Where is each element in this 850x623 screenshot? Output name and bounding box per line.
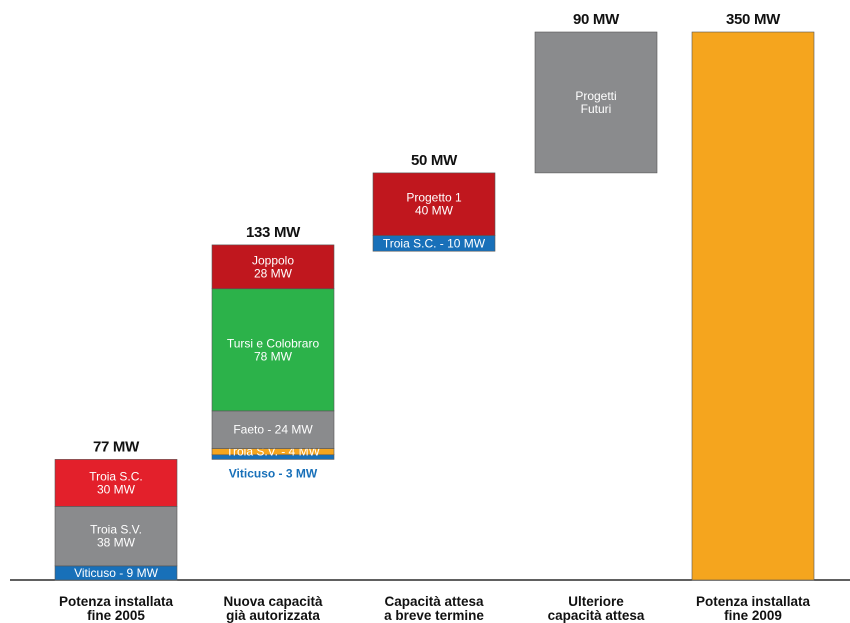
bar-segment <box>54 459 178 507</box>
total-label: 77 MW <box>93 438 140 455</box>
category-label: Capacità attesa a breve termine <box>384 594 484 623</box>
segment-label: Viticuso - 3 MW <box>229 466 318 480</box>
bar-segment <box>691 31 815 581</box>
segment-label: Troia S.C. - 10 MW <box>383 236 486 250</box>
total-label: 133 MW <box>246 224 301 241</box>
total-label: 350 MW <box>726 11 781 28</box>
bar-segment <box>211 410 335 449</box>
category-label: Nuova capacità già autorizzata <box>223 594 323 623</box>
segment-label: Tursi e Colobraro 78 MW <box>227 336 320 363</box>
bar-segment <box>211 288 335 412</box>
segment-label: Troia S.C. 30 MW <box>89 469 143 496</box>
category-label: Potenza installata fine 2005 <box>59 594 174 623</box>
category-label: Potenza installata fine 2009 <box>696 594 811 623</box>
bar-segment <box>534 31 658 174</box>
segment-label: Troia S.V. 38 MW <box>90 523 142 550</box>
segment-label: Viticuso - 9 MW <box>74 566 158 580</box>
total-label: 50 MW <box>411 152 458 169</box>
category-label: Ulteriore capacità attesa <box>548 594 645 623</box>
segment-label: Progetti Futuri <box>575 89 616 116</box>
bar-segment <box>54 506 178 567</box>
segment-label: Progetto 1 40 MW <box>406 191 462 218</box>
bar-segment <box>211 244 335 289</box>
bar-segment <box>372 172 496 236</box>
segment-label: Faeto - 24 MW <box>233 423 313 437</box>
segment-label: Joppolo 28 MW <box>252 253 294 280</box>
total-label: 90 MW <box>573 11 620 28</box>
